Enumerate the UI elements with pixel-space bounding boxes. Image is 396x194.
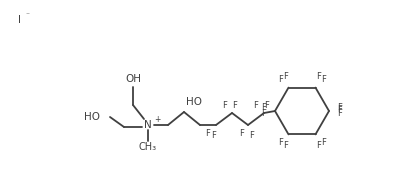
Text: +: + bbox=[154, 115, 160, 125]
Text: F: F bbox=[337, 109, 343, 119]
Text: I: I bbox=[18, 15, 21, 25]
Text: OH: OH bbox=[125, 74, 141, 84]
Text: F: F bbox=[321, 138, 326, 147]
Text: F: F bbox=[249, 131, 255, 139]
Text: N: N bbox=[144, 120, 152, 130]
Text: HO: HO bbox=[84, 112, 100, 122]
Text: F: F bbox=[278, 75, 283, 84]
Text: F: F bbox=[253, 100, 259, 109]
Text: F: F bbox=[337, 106, 343, 114]
Text: F: F bbox=[223, 100, 227, 109]
Text: F: F bbox=[337, 104, 343, 113]
Text: HO: HO bbox=[186, 97, 202, 107]
Text: F: F bbox=[262, 109, 267, 119]
Text: ⁻: ⁻ bbox=[25, 10, 29, 20]
Text: F: F bbox=[283, 141, 288, 150]
Text: F: F bbox=[240, 128, 244, 138]
Text: F: F bbox=[206, 128, 210, 138]
Text: F: F bbox=[265, 100, 269, 109]
Text: F: F bbox=[232, 100, 238, 109]
Text: F: F bbox=[283, 72, 288, 81]
Text: F: F bbox=[211, 131, 217, 139]
Text: F: F bbox=[262, 104, 267, 113]
Text: F: F bbox=[321, 75, 326, 84]
Text: F: F bbox=[316, 141, 321, 150]
Text: F: F bbox=[278, 138, 283, 147]
Text: CH₃: CH₃ bbox=[139, 142, 157, 152]
Text: F: F bbox=[316, 72, 321, 81]
